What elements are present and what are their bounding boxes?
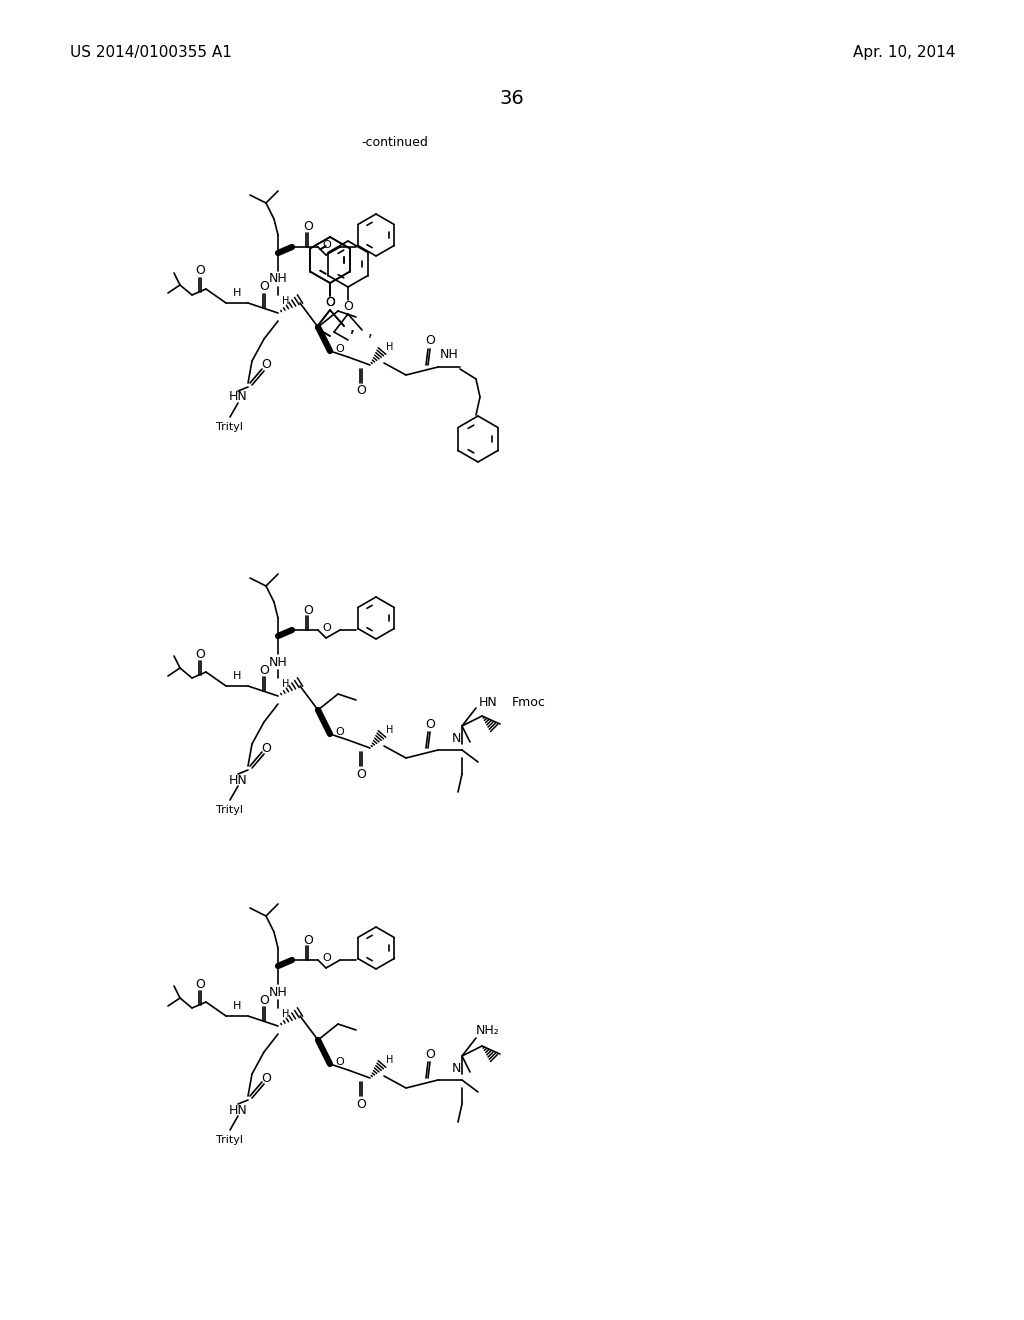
Text: O: O <box>325 297 335 309</box>
Text: O: O <box>356 1097 366 1110</box>
Text: H: H <box>232 288 242 298</box>
Text: O: O <box>356 384 366 397</box>
Text: O: O <box>336 345 344 354</box>
Text: HN: HN <box>228 391 248 404</box>
Text: HN: HN <box>228 774 248 787</box>
Text: NH: NH <box>439 348 459 362</box>
Text: O: O <box>325 297 335 309</box>
Text: H: H <box>283 1008 290 1019</box>
Text: H: H <box>232 671 242 681</box>
Text: H: H <box>283 296 290 306</box>
Text: O: O <box>195 648 205 660</box>
Text: NH: NH <box>268 272 288 285</box>
Text: O: O <box>336 1057 344 1067</box>
Text: HN: HN <box>478 696 498 709</box>
Text: Trityl: Trityl <box>216 422 244 432</box>
Text: N: N <box>452 1061 461 1074</box>
Text: O: O <box>261 1072 271 1085</box>
Text: H: H <box>386 342 393 352</box>
Text: O: O <box>259 281 269 293</box>
Text: O: O <box>425 334 435 347</box>
Text: O: O <box>259 664 269 676</box>
Text: O: O <box>322 623 331 634</box>
Text: H: H <box>232 1001 242 1011</box>
Text: O: O <box>303 220 313 234</box>
Text: N: N <box>452 731 461 744</box>
Text: O: O <box>259 994 269 1006</box>
Text: H: H <box>386 725 393 735</box>
Text: Apr. 10, 2014: Apr. 10, 2014 <box>853 45 955 59</box>
Text: O: O <box>261 742 271 755</box>
Text: ,: , <box>349 321 354 335</box>
Text: H: H <box>386 1055 393 1065</box>
Text: O: O <box>343 301 353 314</box>
Text: O: O <box>195 978 205 990</box>
Text: O: O <box>425 1048 435 1060</box>
Text: O: O <box>195 264 205 277</box>
Text: Trityl: Trityl <box>216 1135 244 1144</box>
Text: ,: , <box>368 325 373 339</box>
Text: NH: NH <box>268 656 288 668</box>
Text: O: O <box>261 359 271 371</box>
Text: O: O <box>425 718 435 730</box>
Text: -continued: -continued <box>361 136 428 149</box>
Text: 36: 36 <box>500 88 524 107</box>
Text: O: O <box>322 240 331 249</box>
Text: O: O <box>322 953 331 964</box>
Text: HN: HN <box>228 1104 248 1117</box>
Text: US 2014/0100355 A1: US 2014/0100355 A1 <box>70 45 231 59</box>
Text: NH₂: NH₂ <box>476 1023 500 1036</box>
Text: ,: , <box>349 321 354 335</box>
Text: O: O <box>303 603 313 616</box>
Text: H: H <box>283 678 290 689</box>
Text: NH: NH <box>268 986 288 998</box>
Text: Trityl: Trityl <box>216 805 244 814</box>
Text: O: O <box>356 767 366 780</box>
Text: O: O <box>303 933 313 946</box>
Text: O: O <box>336 727 344 737</box>
Text: Fmoc: Fmoc <box>512 696 546 709</box>
